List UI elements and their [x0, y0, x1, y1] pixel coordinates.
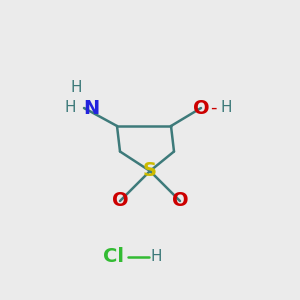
Text: -: -: [210, 99, 217, 117]
Text: H: H: [220, 100, 232, 116]
Text: H: H: [150, 249, 162, 264]
Text: H: H: [65, 100, 76, 116]
Text: O: O: [112, 191, 128, 211]
Text: H: H: [71, 80, 82, 94]
Text: O: O: [193, 98, 209, 118]
Text: O: O: [172, 191, 188, 211]
Text: -: -: [82, 99, 89, 117]
Text: S: S: [143, 161, 157, 181]
Text: N: N: [83, 98, 100, 118]
Text: Cl: Cl: [103, 247, 124, 266]
